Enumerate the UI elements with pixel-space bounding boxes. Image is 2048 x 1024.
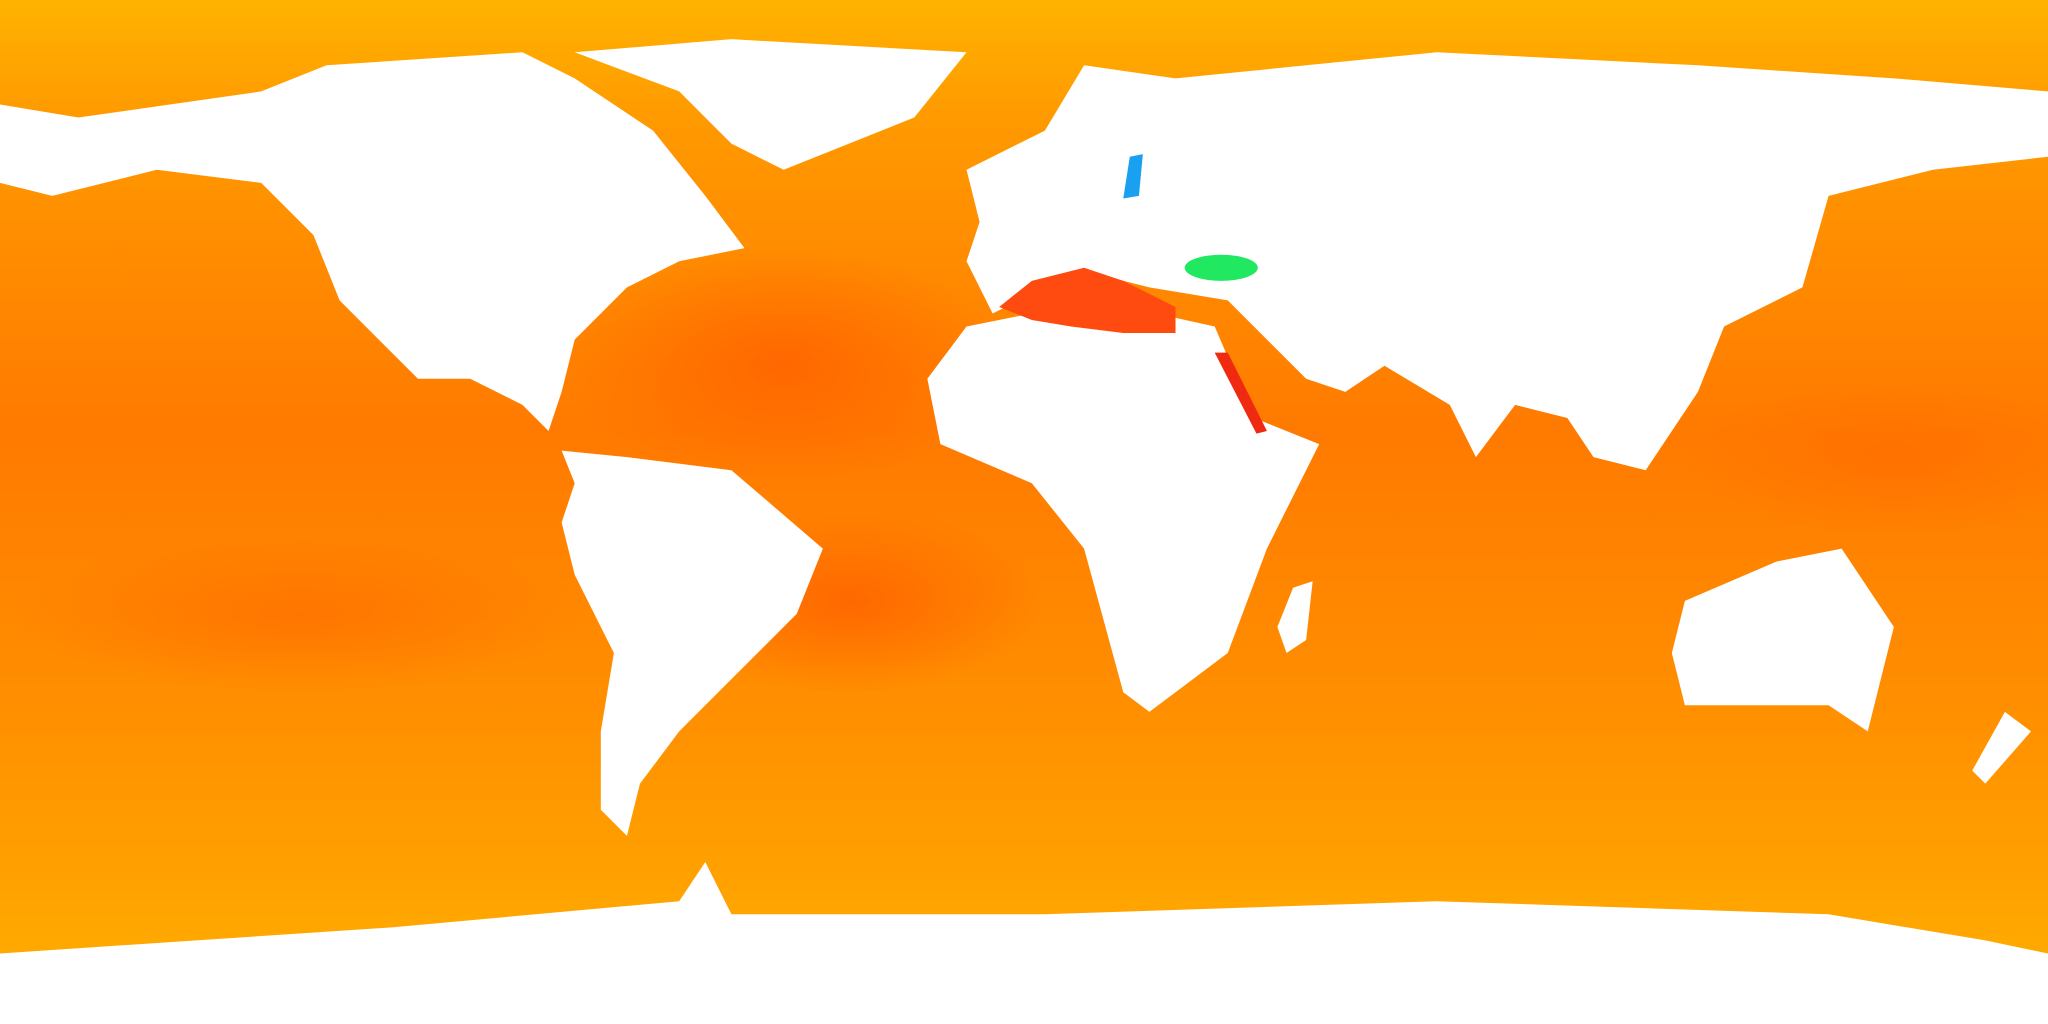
madagascar [1277, 581, 1313, 654]
north-america [0, 52, 745, 432]
antarctica [0, 862, 2048, 1024]
warm-region [561, 248, 1006, 484]
africa [927, 300, 1320, 712]
red-sea [1214, 352, 1267, 434]
south-america [561, 450, 823, 836]
land [0, 39, 2048, 1024]
eurasia [966, 52, 2048, 471]
greenland [574, 39, 967, 170]
black-sea [1184, 254, 1258, 281]
mediterranean-sea [999, 267, 1176, 334]
baltic-sea [1123, 154, 1143, 199]
warm-region [13, 535, 588, 693]
warm-region [1684, 378, 2048, 536]
australia [1671, 548, 1894, 732]
new-zealand [1972, 711, 2032, 784]
